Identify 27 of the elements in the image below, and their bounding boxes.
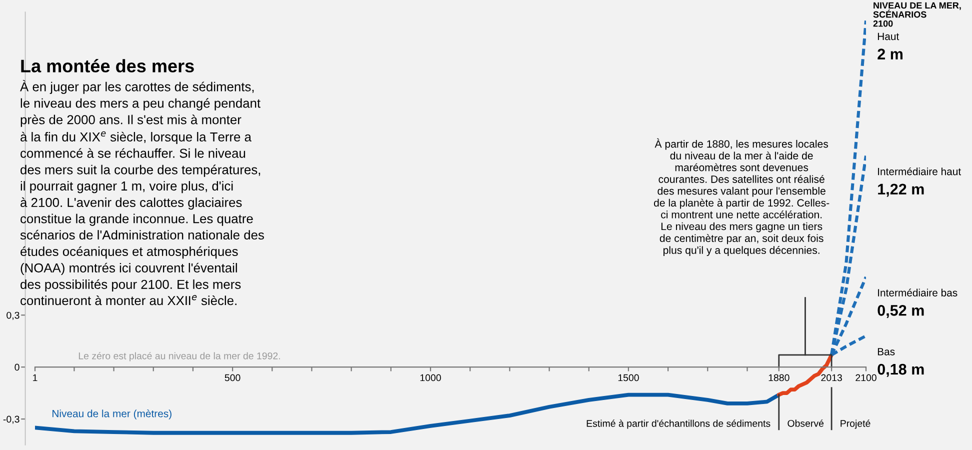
series-label: Intermédiaire bas xyxy=(878,288,958,296)
text: La montée des mers xyxy=(21,59,194,72)
data-label: 2 m xyxy=(878,48,902,60)
annotation: Projeté xyxy=(840,420,870,429)
y-tick-label: 0,3 xyxy=(6,312,20,320)
series-label: Haut xyxy=(878,32,900,40)
data-label: 0,18 m xyxy=(878,364,924,377)
y-tick-label: 0 xyxy=(14,364,20,371)
x-tick-label: 1500 xyxy=(618,374,639,382)
x-tick-label: 1000 xyxy=(420,374,441,382)
series-label: Bas xyxy=(878,348,895,356)
text: À partir de 1880, les mesures locales du niveau de la mer à l'aide de maréomètres sont devenues courantes. Des satellites ont réalisé des mesures valant pour l'ensemble de la planète à partir de 1992. Celles- ci montrent une nette accélération. Le niveau des mers gagne un tiers de centimètre par an, soit deux fois plus qu'il y a quelques décennies. xyxy=(654,138,830,256)
annotation: Estimé à partir d'échantillons de sédiments xyxy=(586,420,770,429)
x-tick-label: 500 xyxy=(224,374,240,382)
x-tick-label: 1880 xyxy=(768,374,790,382)
text: À en juger par les carottes de sédiments, le niveau des mers a peu changé pendant près de 2000 ans. Il s'est mis à monter à la fin du XIX$^{e}$ siècle, lorsque la Terre a commencé à se réchauffer. Si le niveau des mers suit la courbe des températures, il pourrait gagner 1 m, voire plus, d'ici à 2100. L'avenir des calottes glaciaires constitue la grande inconnue. Les quatre scénarios de l'Administration nationale des études océaniques et atmosphériques (NOAA) montrés ici couvrent l'éventail des possibilités pour 2100. Et les mers continueront à monter au XXII$^{e}$ siècle. xyxy=(20,80,264,306)
annotation: Observé xyxy=(788,420,824,427)
x-tick-label: 2100 xyxy=(856,374,876,382)
series-label: Niveau de la mer (mètres) xyxy=(52,410,172,420)
data-label: 0,52 m xyxy=(878,305,924,318)
series-label: Intermédiaire haut xyxy=(878,167,961,176)
annotation: Le zéro est placé au niveau de la mer de 1992. xyxy=(78,352,280,362)
legend-title: NIVEAU DE LA MER, SCÉNARIOS 2100 xyxy=(873,2,961,27)
data-label: 1,22 m xyxy=(878,184,924,197)
x-tick-label: 2013 xyxy=(821,374,842,382)
y-tick-label: -0,3 xyxy=(3,416,20,424)
x-tick-label: 1 xyxy=(33,374,38,382)
